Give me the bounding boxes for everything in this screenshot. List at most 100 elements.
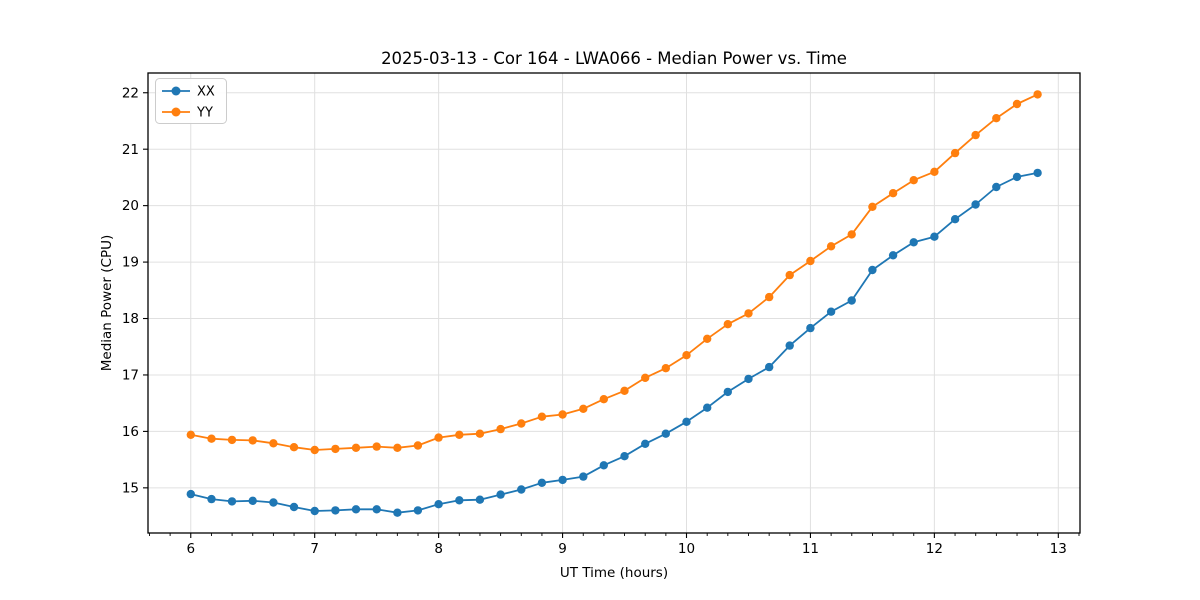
data-point-xx bbox=[723, 387, 732, 397]
x-tick-label: 7 bbox=[310, 541, 319, 557]
legend-label-yy: YY bbox=[196, 106, 213, 121]
data-point-yy bbox=[661, 364, 670, 373]
data-point-yy bbox=[992, 114, 1001, 123]
plot-border bbox=[147, 72, 1081, 534]
data-point-xx bbox=[682, 417, 691, 426]
data-point-yy bbox=[393, 443, 402, 452]
data-point-yy bbox=[909, 176, 918, 185]
data-point-yy bbox=[413, 441, 423, 450]
data-point-yy bbox=[331, 444, 340, 454]
data-point-yy bbox=[847, 230, 856, 239]
legend-item-yy: YY bbox=[162, 106, 213, 121]
data-point-xx bbox=[806, 323, 815, 333]
y-tick-label: 20 bbox=[122, 198, 139, 214]
legend-item-xx: XX bbox=[162, 85, 215, 100]
series-line-yy bbox=[189, 93, 1039, 451]
data-point-xx bbox=[310, 506, 319, 516]
data-point-yy bbox=[579, 404, 588, 413]
data-point-yy bbox=[310, 445, 319, 455]
data-point-xx bbox=[186, 489, 195, 499]
data-point-xx bbox=[413, 506, 423, 515]
data-point-xx bbox=[227, 497, 237, 506]
data-point-xx bbox=[826, 307, 836, 316]
data-point-xx bbox=[847, 296, 856, 305]
x-tick-label: 8 bbox=[434, 541, 443, 557]
data-point-xx bbox=[351, 505, 361, 514]
data-point-xx bbox=[992, 182, 1001, 192]
data-point-yy bbox=[248, 436, 257, 445]
legend: XX YY bbox=[155, 78, 227, 124]
data-point-yy bbox=[950, 148, 960, 158]
data-point-xx bbox=[1012, 172, 1022, 182]
data-point-yy bbox=[372, 442, 381, 451]
data-point-yy bbox=[868, 202, 877, 211]
data-point-yy bbox=[269, 439, 278, 448]
data-point-xx bbox=[765, 362, 774, 372]
data-point-yy bbox=[351, 443, 361, 452]
data-point-xx bbox=[888, 251, 898, 260]
data-series bbox=[186, 90, 1042, 517]
y-tick-label: 18 bbox=[122, 311, 139, 327]
data-point-xx bbox=[579, 472, 588, 481]
data-point-yy bbox=[682, 351, 691, 360]
x-tick-label: 10 bbox=[678, 541, 695, 557]
data-point-xx bbox=[909, 238, 918, 247]
data-point-yy bbox=[1033, 90, 1042, 99]
data-point-yy bbox=[806, 256, 815, 266]
x-tick-label: 13 bbox=[1050, 541, 1067, 557]
data-point-yy bbox=[599, 395, 608, 404]
data-point-xx bbox=[331, 506, 340, 515]
data-point-xx bbox=[744, 374, 753, 384]
data-point-yy bbox=[537, 412, 547, 421]
data-point-yy bbox=[826, 242, 836, 251]
data-point-xx bbox=[517, 485, 526, 494]
data-point-xx bbox=[950, 215, 960, 224]
data-point-yy bbox=[558, 410, 567, 419]
data-point-yy bbox=[289, 443, 299, 452]
series-line-xx bbox=[189, 171, 1039, 514]
chart-title: 2025-03-13 - Cor 164 - LWA066 - Median P… bbox=[381, 49, 847, 68]
data-point-xx bbox=[269, 498, 278, 507]
data-point-yy bbox=[723, 320, 732, 329]
data-point-xx bbox=[537, 478, 547, 487]
y-axis-label: Median Power (CPU) bbox=[99, 235, 115, 371]
data-point-xx bbox=[558, 475, 567, 485]
data-point-xx bbox=[248, 496, 257, 505]
data-point-yy bbox=[930, 167, 939, 176]
data-point-yy bbox=[475, 429, 485, 438]
y-tick-label: 22 bbox=[122, 85, 139, 101]
data-point-xx bbox=[703, 403, 712, 412]
data-point-xx bbox=[599, 461, 608, 470]
gridlines bbox=[148, 73, 1080, 533]
y-tick-label: 21 bbox=[122, 142, 139, 158]
data-point-xx bbox=[289, 502, 299, 512]
data-point-xx bbox=[661, 429, 670, 438]
axis-ticks: 15 16 17 18 19 20 21 22 6 7 8 9 10 11 12 13 bbox=[122, 85, 1080, 557]
legend-box bbox=[155, 78, 227, 124]
data-point-yy bbox=[620, 386, 629, 395]
data-point-xx bbox=[971, 200, 980, 209]
data-point-yy bbox=[971, 130, 980, 140]
y-tick-label: 15 bbox=[122, 480, 139, 496]
data-point-xx bbox=[475, 495, 485, 504]
data-point-xx bbox=[434, 500, 443, 509]
legend-marker-xx bbox=[171, 86, 181, 96]
data-point-yy bbox=[496, 424, 505, 434]
data-point-xx bbox=[930, 232, 939, 241]
data-point-yy bbox=[186, 430, 195, 439]
data-point-xx bbox=[455, 496, 464, 505]
data-point-yy bbox=[703, 334, 712, 343]
y-tick-label: 19 bbox=[122, 255, 139, 271]
data-point-yy bbox=[888, 189, 898, 198]
data-point-yy bbox=[517, 419, 526, 428]
data-point-yy bbox=[227, 435, 237, 445]
data-point-yy bbox=[455, 430, 464, 439]
data-point-xx bbox=[785, 341, 794, 350]
y-tick-label: 17 bbox=[122, 368, 139, 384]
data-point-xx bbox=[641, 439, 650, 448]
data-point-yy bbox=[1012, 99, 1022, 109]
x-tick-label: 9 bbox=[558, 541, 567, 557]
data-point-xx bbox=[1033, 168, 1042, 178]
